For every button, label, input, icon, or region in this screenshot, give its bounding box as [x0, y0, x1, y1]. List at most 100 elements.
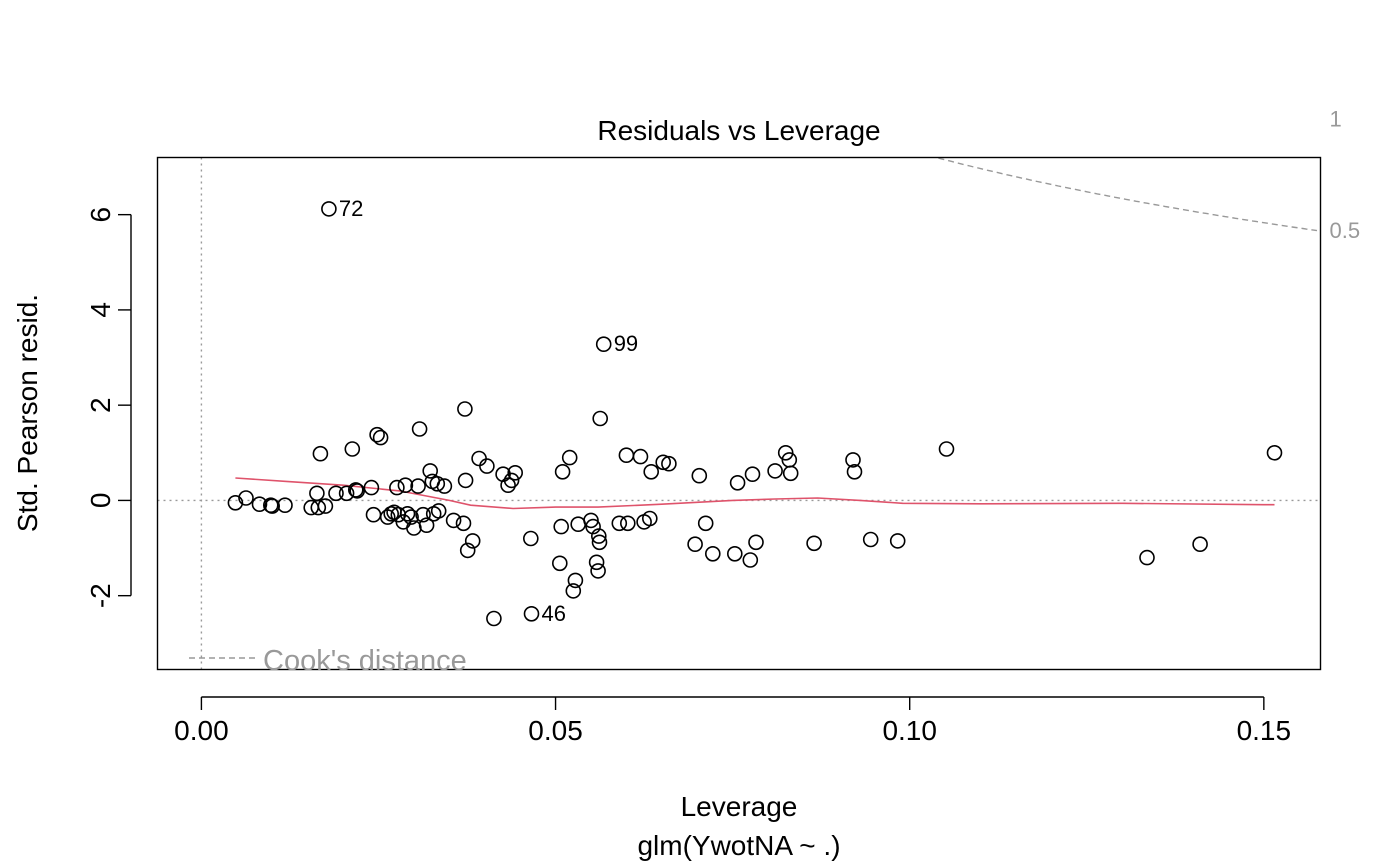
y-tick-label: 6 [85, 207, 116, 223]
data-point [369, 426, 385, 443]
data-point [697, 515, 714, 532]
data-point [591, 534, 608, 551]
data-point [251, 496, 268, 513]
smoother-line [235, 477, 1275, 510]
x-tick-label: 0.00 [174, 715, 229, 746]
data-point [445, 512, 462, 529]
data-point [554, 463, 571, 480]
data-point [277, 497, 293, 514]
x-tick-label: 0.05 [528, 715, 583, 746]
data-point [455, 515, 472, 532]
data-point [422, 463, 439, 479]
data-point [742, 552, 759, 568]
data-point [238, 490, 254, 506]
plot-frame [156, 156, 1322, 671]
data-point [410, 478, 426, 494]
data-point [399, 505, 416, 522]
cooks-contour-0-5 [933, 157, 1318, 232]
data-point [507, 464, 524, 481]
data-point [643, 463, 660, 480]
legend-label: Cook's distance [263, 645, 467, 677]
x-tick-label: 0.10 [882, 715, 937, 746]
data-point [310, 499, 327, 516]
data-point [938, 441, 955, 457]
cooks-distance-contours: 0.51 [933, 107, 1361, 243]
data-point [344, 441, 361, 457]
data-point [486, 610, 502, 627]
chart-title: Residuals vs Leverage [597, 115, 880, 146]
y-tick-label: 0 [85, 493, 116, 509]
data-point [561, 449, 578, 466]
data-point [523, 605, 540, 622]
data-point [806, 535, 822, 552]
data-point [595, 336, 612, 353]
y-tick-label: 2 [85, 397, 116, 413]
data-point [845, 452, 861, 468]
data-point [479, 458, 495, 474]
data-point [777, 444, 794, 461]
data-point [500, 477, 516, 494]
data-point [503, 472, 520, 489]
data-point [321, 201, 337, 217]
data-point [389, 479, 405, 496]
data-point [328, 485, 344, 502]
data-point [592, 410, 609, 427]
data-point [862, 531, 879, 548]
data-point [457, 401, 473, 417]
data-point [655, 454, 672, 471]
cooks-contour-label: 1 [1330, 107, 1342, 132]
cooks-contour-label: 0.5 [1330, 218, 1361, 243]
data-point [748, 534, 764, 551]
point-label: 72 [339, 196, 363, 221]
data-point [464, 533, 481, 549]
data-point [565, 583, 582, 599]
data-point [767, 463, 783, 479]
data-point [522, 530, 539, 547]
data-point [590, 563, 606, 579]
data-point [457, 472, 474, 489]
data-point [553, 518, 570, 535]
data-point [418, 517, 435, 534]
data-points [227, 201, 1283, 627]
data-point [397, 477, 414, 494]
data-point [661, 455, 677, 472]
data-point [415, 506, 431, 523]
data-point [567, 572, 584, 589]
data-point [729, 474, 746, 491]
data-point [691, 467, 708, 484]
data-point [459, 542, 476, 559]
data-point [583, 512, 599, 529]
point-labels: 72 46 99 [339, 196, 638, 626]
smoother-group [235, 477, 1275, 510]
data-point [619, 515, 636, 532]
reference-lines [157, 157, 1321, 670]
data-point [744, 466, 761, 483]
data-point [846, 463, 863, 480]
x-axis: 0.00 0.05 0.10 0.15 [174, 696, 1291, 746]
data-point [264, 498, 281, 514]
data-point [551, 555, 568, 572]
data-point [347, 482, 364, 498]
data-point [227, 494, 244, 511]
data-point [403, 509, 419, 525]
data-point [430, 503, 447, 519]
data-point [363, 479, 380, 496]
data-point [1266, 444, 1283, 461]
data-point [632, 448, 649, 465]
point-label: 46 [542, 601, 566, 626]
data-point [590, 528, 607, 544]
data-point [436, 478, 453, 494]
x-axis-label: Leverage [681, 791, 798, 822]
y-tick-label: -2 [85, 583, 116, 608]
data-point [411, 421, 428, 437]
data-point [782, 465, 799, 482]
data-point [338, 485, 355, 502]
legend: Cook's distance [189, 645, 467, 677]
data-point [349, 483, 366, 499]
y-tick-label: 4 [85, 302, 116, 318]
data-point [312, 445, 329, 462]
y-axis-label: Std. Pearson resid. [12, 294, 43, 532]
data-point [726, 545, 743, 562]
data-point [372, 429, 389, 446]
